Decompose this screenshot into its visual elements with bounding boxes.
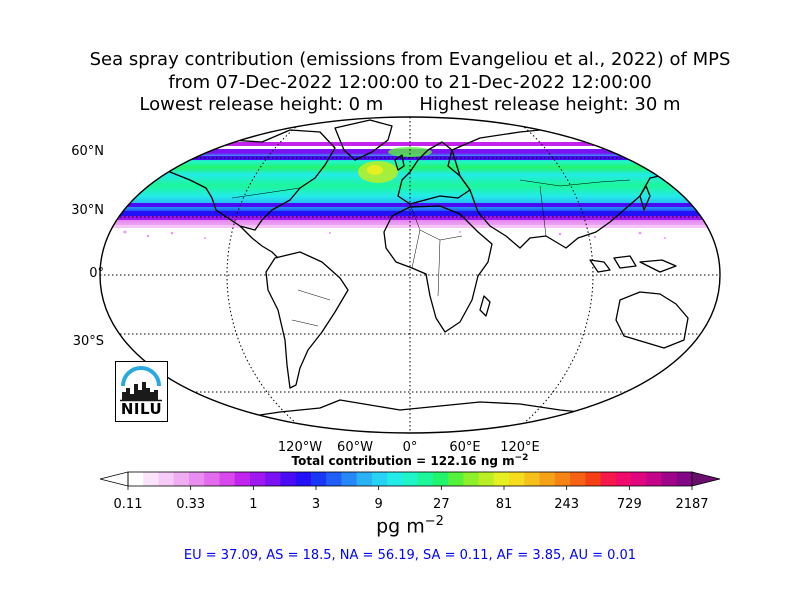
latitude-label: 30°S [73, 334, 104, 349]
colorbar-swatch [509, 472, 525, 486]
colorbar-swatch [661, 472, 678, 486]
colorbar [99, 471, 721, 487]
lowest-release-height: Lowest release height: 0 m [139, 94, 384, 115]
colorbar-swatch [143, 472, 159, 486]
units-base: pg m [376, 515, 425, 538]
colorbar-extend-min [99, 471, 129, 487]
colorbar-units: pg m−2 [0, 514, 800, 537]
colorbar-swatch [570, 472, 586, 486]
plot-title-line-2: from 07-Dec-2022 12:00:00 to 21-Dec-2022… [168, 72, 652, 93]
longitude-labels: 120°W 60°W 0° 60°E 120°E [278, 440, 540, 455]
colorbar-tick-label: 0.33 [176, 497, 205, 512]
map-area [100, 117, 720, 433]
longitude-label: 0° [403, 440, 418, 455]
colorbar-swatch [615, 472, 632, 486]
colorbar-swatch [204, 472, 220, 486]
total-contribution-exponent: −2 [514, 453, 529, 463]
latitude-label: 60°N [71, 144, 104, 159]
colorbar-swatch [326, 472, 342, 486]
colorbar-swatch [295, 472, 312, 486]
colorbar-tick-label: 243 [554, 497, 579, 512]
colorbar-swatch [646, 472, 663, 486]
colorbar-swatch [676, 472, 693, 486]
plot-title-line-3: Lowest release height: 0 m Highest releas… [0, 94, 800, 115]
colorbar-swatch [265, 472, 281, 486]
colorbar-swatch [249, 472, 266, 486]
colorbar-swatch [524, 472, 541, 486]
colorbar-swatch [234, 472, 251, 486]
colorbar-swatch [432, 472, 449, 486]
colorbar-tick-label: 729 [617, 497, 642, 512]
colorbar-swatch [463, 472, 480, 486]
colorbar-swatch [631, 472, 647, 486]
colorbar-extend-max [691, 471, 721, 487]
colorbar-swatch [188, 472, 205, 486]
latitude-label: 0° [89, 266, 104, 281]
plot-title-line-1: Sea spray contribution (emissions from E… [89, 49, 731, 70]
colorbar-swatch [128, 472, 144, 486]
colorbar-swatch [585, 472, 602, 486]
colorbar-swatch [310, 472, 327, 486]
colorbar-swatch [341, 472, 358, 486]
colorbar-swatch [600, 472, 617, 486]
longitude-label: 120°E [500, 440, 540, 455]
latitude-labels: 60°N 30°N 0° 30°S [71, 144, 104, 349]
colorbar-swatch [371, 472, 388, 486]
colorbar-swatch [478, 472, 495, 486]
colorbar-swatch [493, 472, 510, 486]
colorbar-tick-label: 27 [433, 497, 450, 512]
longitude-label: 60°E [449, 440, 480, 455]
colorbar-frame [127, 471, 693, 487]
colorbar-swatch [417, 472, 434, 486]
colorbar-swatch [158, 472, 175, 486]
regional-totals: EU = 37.09, AS = 18.5, NA = 56.19, SA = … [183, 548, 637, 563]
colorbar-tick-label: 1 [249, 497, 257, 512]
total-contribution: Total contribution = 122.16 ng m−2 [0, 453, 800, 468]
colorbar-tick-label: 2187 [675, 497, 708, 512]
colorbar-swatch [554, 472, 571, 486]
colorbar-tick-label: 3 [312, 497, 320, 512]
colorbar-swatch [280, 472, 297, 486]
nilu-logo-icon [120, 366, 162, 402]
latitude-label: 30°N [71, 203, 104, 218]
total-contribution-label: Total contribution = 122.16 ng m [291, 454, 515, 468]
longitude-label: 120°W [278, 440, 322, 455]
colorbar-swatch [402, 472, 419, 486]
map-outline [99, 116, 721, 434]
nilu-logo: NILU [115, 361, 168, 422]
colorbar-ticks: 0.11 0.33 1 3 9 27 81 243 729 2187 [114, 486, 709, 512]
colorbar-swatch [539, 472, 556, 486]
colorbar-tick-label: 81 [496, 497, 513, 512]
colorbar-swatch [448, 472, 464, 486]
highest-release-height: Highest release height: 30 m [419, 94, 681, 115]
units-exponent: −2 [424, 514, 444, 529]
colorbar-swatch [387, 472, 403, 486]
nilu-logo-text: NILU [120, 400, 163, 418]
colorbar-swatch [356, 472, 373, 486]
country-borders [231, 179, 631, 327]
colorbar-tick-label: 0.11 [114, 497, 143, 512]
colorbar-swatch [173, 472, 190, 486]
longitude-label: 60°W [337, 440, 373, 455]
colorbar-tick-label: 9 [375, 497, 383, 512]
colorbar-swatch [219, 472, 236, 486]
